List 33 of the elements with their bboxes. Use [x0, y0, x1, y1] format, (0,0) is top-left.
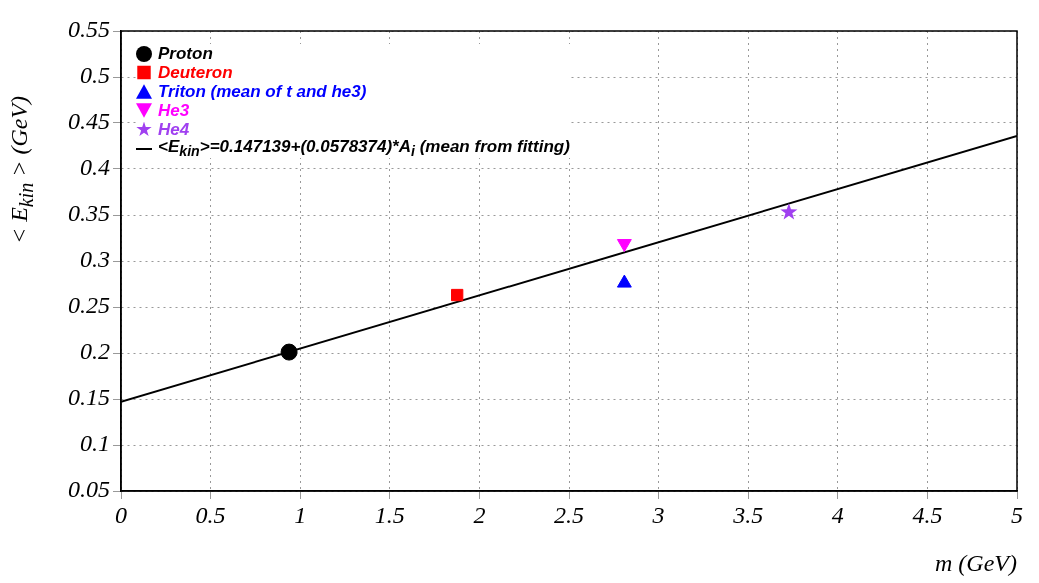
y-tick-label: 0.35: [68, 200, 110, 227]
legend-label: Proton: [158, 43, 213, 64]
legend-label: Deuteron: [158, 62, 233, 83]
x-tick-label: 3: [651, 501, 665, 528]
x-tick-label: 4.5: [912, 501, 943, 528]
x-tick-label: 5: [1011, 501, 1023, 528]
y-tick-label: 0.15: [68, 384, 110, 411]
legend-label: He4: [158, 119, 190, 140]
x-tick-label: 0: [115, 501, 127, 528]
x-tick-label: 4: [831, 501, 844, 528]
point: [451, 288, 464, 302]
y-tick-label: 0.1: [80, 430, 110, 457]
y-tick-label: 0.05: [68, 476, 110, 503]
y-tick-label: 0.4: [80, 154, 110, 181]
y-tick-label: 0.3: [80, 246, 110, 273]
x-axis-title: m (GeV): [935, 550, 1017, 577]
x-tick-label: 1: [294, 501, 307, 528]
y-tick-label: 0.2: [80, 338, 110, 365]
y-tick-label: 0.25: [68, 292, 110, 319]
x-tick-label: 2: [473, 501, 486, 528]
legend-label: <E$_{kin}$>=0.147139+(0.0578374)*A$_{i}$ (mean from fitting): [158, 137, 570, 160]
y-tick-label: 0.45: [68, 108, 110, 135]
legend-label: He3: [158, 100, 190, 121]
point: [280, 343, 298, 361]
y-tick-label: 0.5: [80, 62, 110, 89]
x-tick-label: 1.5: [374, 501, 405, 528]
legend-label: Triton (mean of t and he3): [158, 81, 367, 102]
x-tick-label: 2.5: [554, 501, 584, 528]
x-tick-label: 0.5: [195, 501, 226, 528]
point: [616, 274, 632, 288]
x-tick-label: 3.5: [732, 501, 764, 528]
y-tick-label: 0.55: [68, 16, 110, 43]
point: [780, 203, 798, 220]
